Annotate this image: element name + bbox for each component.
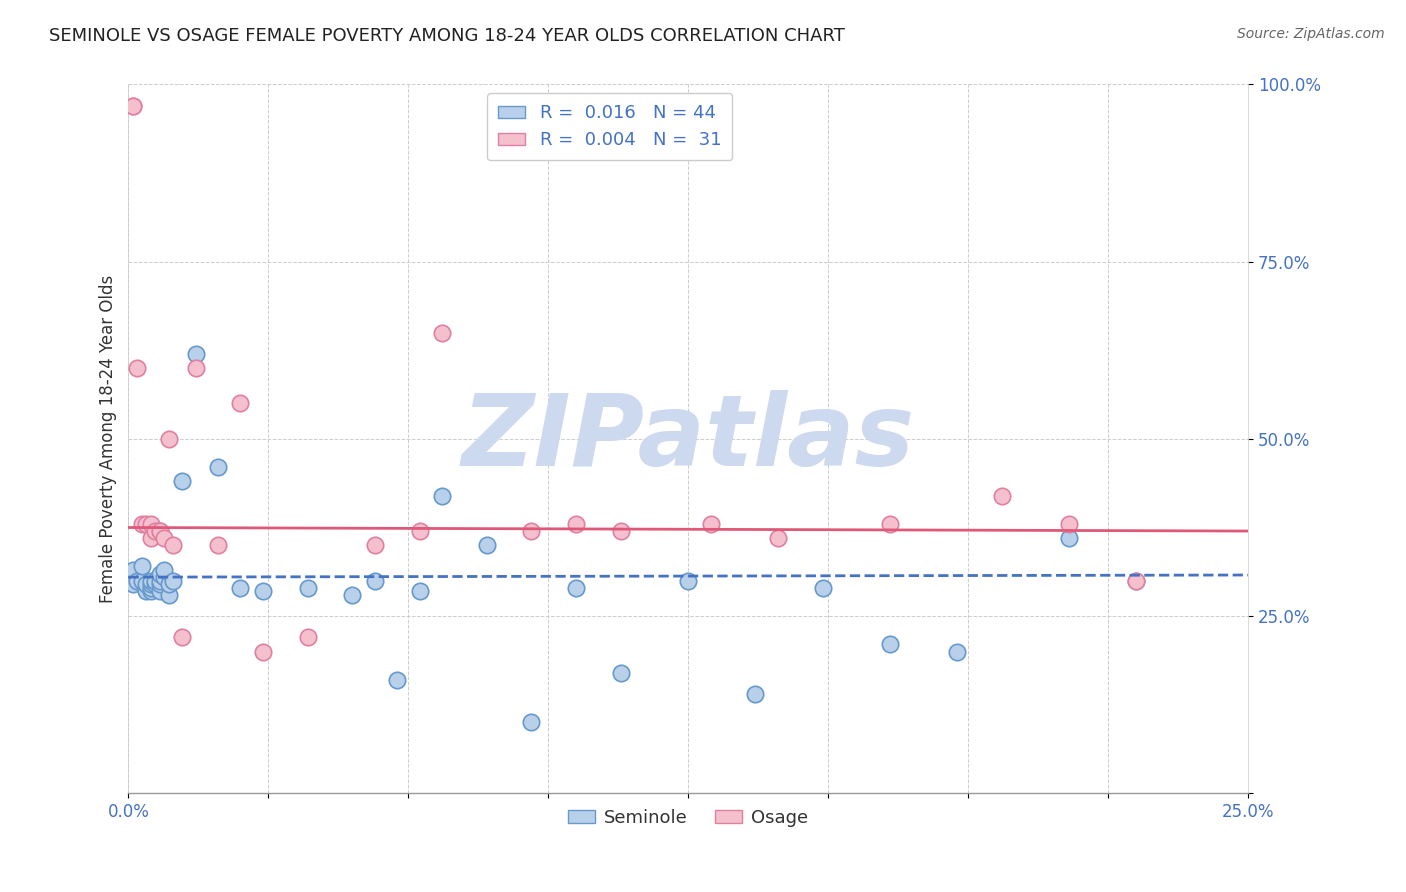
Seminole xyxy=(676,574,699,588)
Osage xyxy=(153,531,176,545)
Seminole xyxy=(475,538,498,552)
Osage xyxy=(184,361,207,376)
Osage xyxy=(252,644,274,658)
Osage xyxy=(879,516,901,531)
Seminole xyxy=(364,574,387,588)
Osage xyxy=(135,516,157,531)
Seminole xyxy=(139,581,162,595)
Seminole xyxy=(229,581,252,595)
Text: SEMINOLE VS OSAGE FEMALE POVERTY AMONG 18-24 YEAR OLDS CORRELATION CHART: SEMINOLE VS OSAGE FEMALE POVERTY AMONG 1… xyxy=(49,27,845,45)
Seminole xyxy=(184,347,207,361)
Osage xyxy=(149,524,172,538)
Osage xyxy=(149,524,172,538)
Osage xyxy=(1057,516,1080,531)
Seminole xyxy=(207,460,229,475)
Osage xyxy=(127,361,149,376)
Seminole xyxy=(1057,531,1080,545)
Seminole xyxy=(139,577,162,591)
Osage xyxy=(157,432,180,446)
Seminole xyxy=(879,638,901,652)
Osage xyxy=(162,538,184,552)
Seminole xyxy=(122,563,145,577)
Seminole xyxy=(153,570,176,584)
Osage xyxy=(408,524,430,538)
Seminole xyxy=(946,644,969,658)
Seminole xyxy=(139,584,162,599)
Seminole xyxy=(342,588,364,602)
Seminole xyxy=(811,581,834,595)
Seminole xyxy=(172,475,194,489)
Seminole xyxy=(135,577,157,591)
Seminole xyxy=(149,584,172,599)
Seminole xyxy=(610,665,633,680)
Osage xyxy=(699,516,721,531)
Osage xyxy=(229,396,252,410)
Seminole xyxy=(149,566,172,581)
Y-axis label: Female Poverty Among 18-24 Year Olds: Female Poverty Among 18-24 Year Olds xyxy=(100,275,117,603)
Seminole xyxy=(162,574,184,588)
Osage xyxy=(610,524,633,538)
Seminole xyxy=(135,584,157,599)
Osage xyxy=(122,99,145,113)
Seminole xyxy=(149,577,172,591)
Osage xyxy=(122,99,145,113)
Seminole xyxy=(157,577,180,591)
Legend: Seminole, Osage: Seminole, Osage xyxy=(561,802,815,834)
Seminole xyxy=(565,581,588,595)
Osage xyxy=(364,538,387,552)
Osage xyxy=(766,531,789,545)
Osage xyxy=(990,489,1012,503)
Text: ZIPatlas: ZIPatlas xyxy=(461,391,915,487)
Osage xyxy=(172,631,194,645)
Seminole xyxy=(252,584,274,599)
Seminole xyxy=(385,673,408,687)
Osage xyxy=(139,531,162,545)
Seminole xyxy=(143,577,166,591)
Osage xyxy=(143,524,166,538)
Osage xyxy=(139,516,162,531)
Osage xyxy=(430,326,453,340)
Osage xyxy=(297,631,319,645)
Osage xyxy=(131,516,153,531)
Text: Source: ZipAtlas.com: Source: ZipAtlas.com xyxy=(1237,27,1385,41)
Seminole xyxy=(131,574,153,588)
Seminole xyxy=(430,489,453,503)
Seminole xyxy=(157,588,180,602)
Seminole xyxy=(143,574,166,588)
Seminole xyxy=(131,559,153,574)
Seminole xyxy=(153,563,176,577)
Seminole xyxy=(520,715,543,730)
Seminole xyxy=(744,687,766,701)
Osage xyxy=(520,524,543,538)
Seminole xyxy=(139,574,162,588)
Seminole xyxy=(122,577,145,591)
Osage xyxy=(1125,574,1147,588)
Osage xyxy=(565,516,588,531)
Seminole xyxy=(149,574,172,588)
Osage xyxy=(207,538,229,552)
Seminole xyxy=(408,584,430,599)
Seminole xyxy=(297,581,319,595)
Seminole xyxy=(127,574,149,588)
Seminole xyxy=(1125,574,1147,588)
